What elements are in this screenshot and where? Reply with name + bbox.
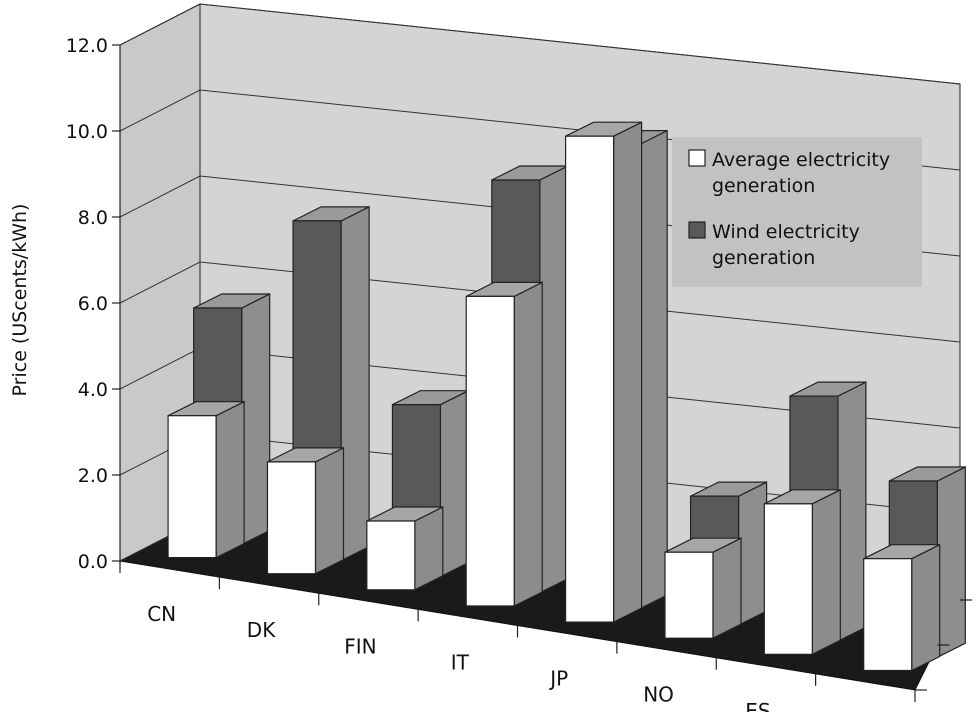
x-category-label: CN (147, 602, 176, 626)
y-axis: 0.0 2.0 4.0 6.0 8.0 10.0 12.0 (66, 35, 121, 573)
bar-side (638, 129, 668, 610)
x-category-label: FIN (344, 634, 376, 658)
bar-front (366, 520, 416, 591)
bar-side (612, 121, 643, 624)
bar-front (664, 551, 714, 639)
bar-average-sw (863, 543, 941, 672)
gridline (119, 261, 961, 343)
bar-average-es (763, 488, 841, 656)
bar-side (340, 205, 370, 562)
x-category-label: DK (247, 618, 276, 642)
bar-front (465, 295, 515, 607)
bar-average-it (465, 281, 543, 607)
legend-label-wind-line1: Wind electricity (712, 221, 860, 243)
legend-label-average-line2: generation (712, 175, 815, 197)
legend-swatch-average (688, 149, 706, 167)
bar-side (513, 281, 543, 607)
bars (167, 121, 966, 672)
bar-side (837, 381, 867, 643)
bar-side (936, 466, 966, 659)
x-category-label: JP (548, 667, 568, 691)
y-axis-title: Price (UScents/kWh) (9, 204, 31, 397)
y-tick-label: 0.0 (78, 551, 108, 573)
x-category-label: ES (745, 699, 770, 712)
bar-side (241, 293, 271, 546)
x-axis: CNDKFINITJPNOESSW (119, 561, 972, 712)
legend: Average electricity generation Wind elec… (672, 137, 922, 287)
bar-side (911, 543, 941, 672)
bar-average-no (664, 537, 742, 640)
x-category-label: NO (643, 683, 674, 707)
legend-label-wind-line2: generation (712, 247, 815, 269)
legend-box (672, 137, 922, 287)
y-tick-label: 6.0 (78, 293, 108, 315)
bar-front (564, 135, 615, 623)
bar-front (763, 503, 813, 655)
bar-front (167, 415, 217, 559)
bar-side (215, 400, 245, 559)
legend-swatch-wind (688, 221, 706, 239)
bar-front (266, 461, 317, 575)
bar-side (737, 481, 768, 627)
bar-side (712, 537, 742, 640)
bar-front (863, 558, 913, 672)
gridline (119, 3, 961, 85)
bar-side (539, 165, 569, 594)
bar-side (314, 446, 345, 575)
y-tick-label: 12.0 (66, 35, 108, 57)
y-tick-label: 10.0 (66, 121, 108, 143)
x-category-label: IT (451, 650, 470, 674)
legend-label-average-line1: Average electricity (712, 149, 890, 171)
y-tick-label: 8.0 (78, 207, 108, 229)
y-tick-label: 4.0 (78, 379, 108, 401)
bar-side (439, 389, 469, 578)
bar-average-fin (366, 506, 444, 591)
bar-wind-fin (391, 389, 469, 578)
bar-side (811, 488, 841, 656)
bar-average-cn (167, 400, 245, 559)
bar-average-jp (564, 121, 643, 624)
bar-average-dk (266, 446, 345, 575)
y-tick-label: 2.0 (78, 465, 108, 487)
